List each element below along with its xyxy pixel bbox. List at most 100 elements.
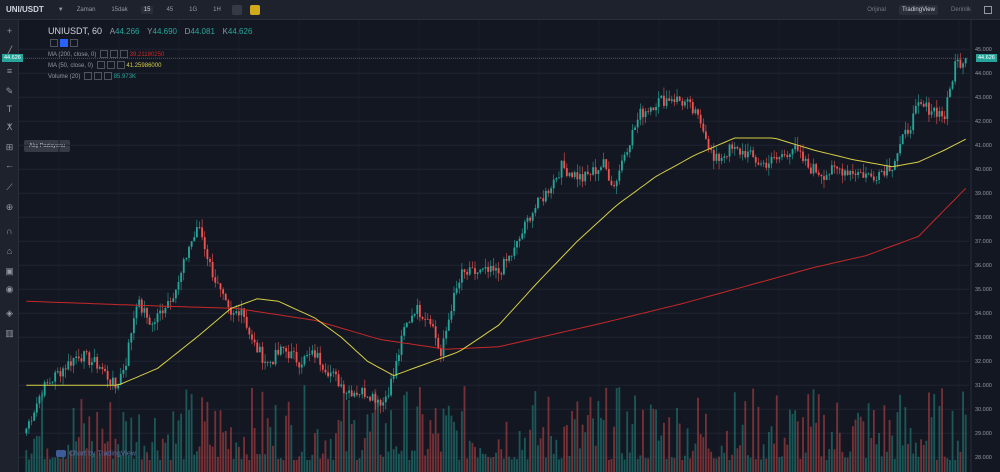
text-icon[interactable]: T — [6, 104, 13, 114]
legend-volume[interactable]: Volume (20) 85.973K — [48, 72, 137, 81]
volume-bar — [694, 443, 697, 472]
pattern-icon[interactable]: ⵅ — [6, 122, 13, 132]
candle-body — [258, 346, 261, 353]
tab-depth[interactable]: Derinlik — [950, 7, 971, 13]
candle-body — [476, 272, 479, 274]
volume-bar — [429, 420, 432, 472]
ruler-icon[interactable]: ⟋ — [6, 182, 13, 192]
candle-body — [411, 315, 413, 323]
layers-icon[interactable]: ◈ — [6, 308, 13, 318]
candle-body — [655, 106, 657, 111]
legend-ma50[interactable]: MA (50, close, 0) 41.25986000 — [48, 61, 162, 70]
volume-bar — [859, 416, 862, 472]
candle-body — [733, 146, 736, 149]
volume-bar — [198, 446, 201, 472]
volume-bar — [728, 459, 731, 472]
volume-bar — [862, 421, 865, 472]
volume-bar — [744, 401, 747, 472]
candle-body — [959, 59, 962, 68]
candle-body — [660, 95, 663, 99]
volume-bar — [342, 391, 345, 472]
chevron-down-icon[interactable]: ▼ — [57, 6, 64, 13]
candle-body — [870, 173, 873, 177]
candle-body — [324, 369, 327, 373]
volume-bar — [607, 459, 610, 472]
candle-body — [125, 365, 127, 371]
tab-original[interactable]: Orijinal — [867, 7, 886, 13]
lock-draw-icon[interactable]: ⌂ — [6, 246, 13, 256]
volume-bar — [143, 445, 146, 472]
timeframe-zaman[interactable]: Zaman — [76, 6, 96, 13]
volume-bar — [481, 453, 484, 472]
candle-body — [35, 403, 38, 413]
volume-bar — [899, 394, 902, 472]
symbol-selector[interactable]: UNI/USDT — [6, 5, 44, 14]
candle-body — [332, 371, 335, 373]
volume-bar — [644, 457, 647, 472]
candle-body — [64, 368, 67, 370]
volume-bar — [172, 411, 175, 472]
brush-icon[interactable]: ✎ — [5, 86, 14, 96]
trend-line-icon[interactable]: ╱ — [6, 46, 13, 56]
timeframe-1g[interactable]: 1G — [189, 6, 198, 13]
volume-bar — [925, 440, 928, 472]
volume-bar — [245, 454, 248, 472]
volume-bar — [765, 458, 768, 472]
candle-body — [914, 105, 917, 114]
timeframe-15dak[interactable]: 15dak — [111, 6, 128, 13]
fullscreen-icon[interactable] — [984, 6, 992, 14]
candle-body — [43, 382, 46, 396]
candle-body — [161, 310, 164, 314]
candle-body — [195, 227, 198, 238]
timeframe-45[interactable]: 45 — [166, 6, 174, 13]
volume-bar — [235, 442, 238, 472]
volume-bar — [418, 387, 421, 472]
candle-body — [72, 358, 75, 366]
candle-body — [859, 172, 862, 173]
zoom-icon[interactable]: ⊕ — [5, 202, 14, 212]
volume-bar — [269, 427, 272, 472]
volume-bar — [85, 448, 88, 472]
candle-body — [403, 327, 406, 336]
settings-icon[interactable] — [50, 39, 58, 48]
volume-bar — [613, 426, 615, 472]
crosshair-icon[interactable]: + — [6, 26, 13, 36]
candle-body — [251, 334, 253, 340]
candle-body — [374, 393, 377, 403]
eye-toggle-icon[interactable] — [60, 39, 68, 48]
candle-body — [505, 258, 508, 261]
candle-body — [550, 188, 553, 194]
timeframe-15[interactable]: 15 — [140, 5, 154, 14]
indicators-icon[interactable] — [231, 4, 242, 15]
eye-icon[interactable]: ◉ — [5, 284, 14, 294]
camera-icon[interactable] — [249, 4, 260, 15]
candle-body — [130, 333, 133, 343]
candle-body — [704, 131, 707, 139]
more-icon[interactable] — [70, 39, 78, 48]
candle-body — [544, 190, 547, 202]
price-chart[interactable]: 28.000 29.000 30.000 31.000 32.000 33.000 34.0… — [19, 20, 1000, 472]
candle-body — [224, 293, 227, 301]
legend-ma200[interactable]: MA (200, close, 0) 39.21180250 — [48, 50, 165, 59]
lock-icon[interactable]: ▣ — [5, 266, 14, 276]
candle-body — [300, 364, 303, 368]
fib-icon[interactable]: ≡ — [6, 66, 13, 76]
back-arrow-icon[interactable]: ← — [5, 160, 14, 170]
candle-body — [316, 352, 319, 358]
volume-bar — [35, 435, 38, 472]
volume-bar — [356, 459, 358, 472]
watermark: Chart by TradingView — [56, 450, 136, 457]
timeframe-1h[interactable]: 1H — [213, 6, 221, 13]
volume-bar — [25, 450, 28, 472]
tab-tradingview[interactable]: TradingView — [898, 5, 938, 15]
magnet-icon[interactable]: ∩ — [6, 226, 13, 236]
candle-body — [345, 392, 348, 394]
candle-body — [314, 350, 316, 358]
candle-body — [38, 396, 41, 404]
measure-icon[interactable]: ⊞ — [5, 142, 14, 152]
trash-icon[interactable]: ▥ — [5, 328, 14, 338]
candle-body — [106, 370, 109, 380]
volume-bar — [823, 414, 825, 472]
volume-bar — [584, 432, 587, 472]
candle-body — [98, 367, 101, 369]
